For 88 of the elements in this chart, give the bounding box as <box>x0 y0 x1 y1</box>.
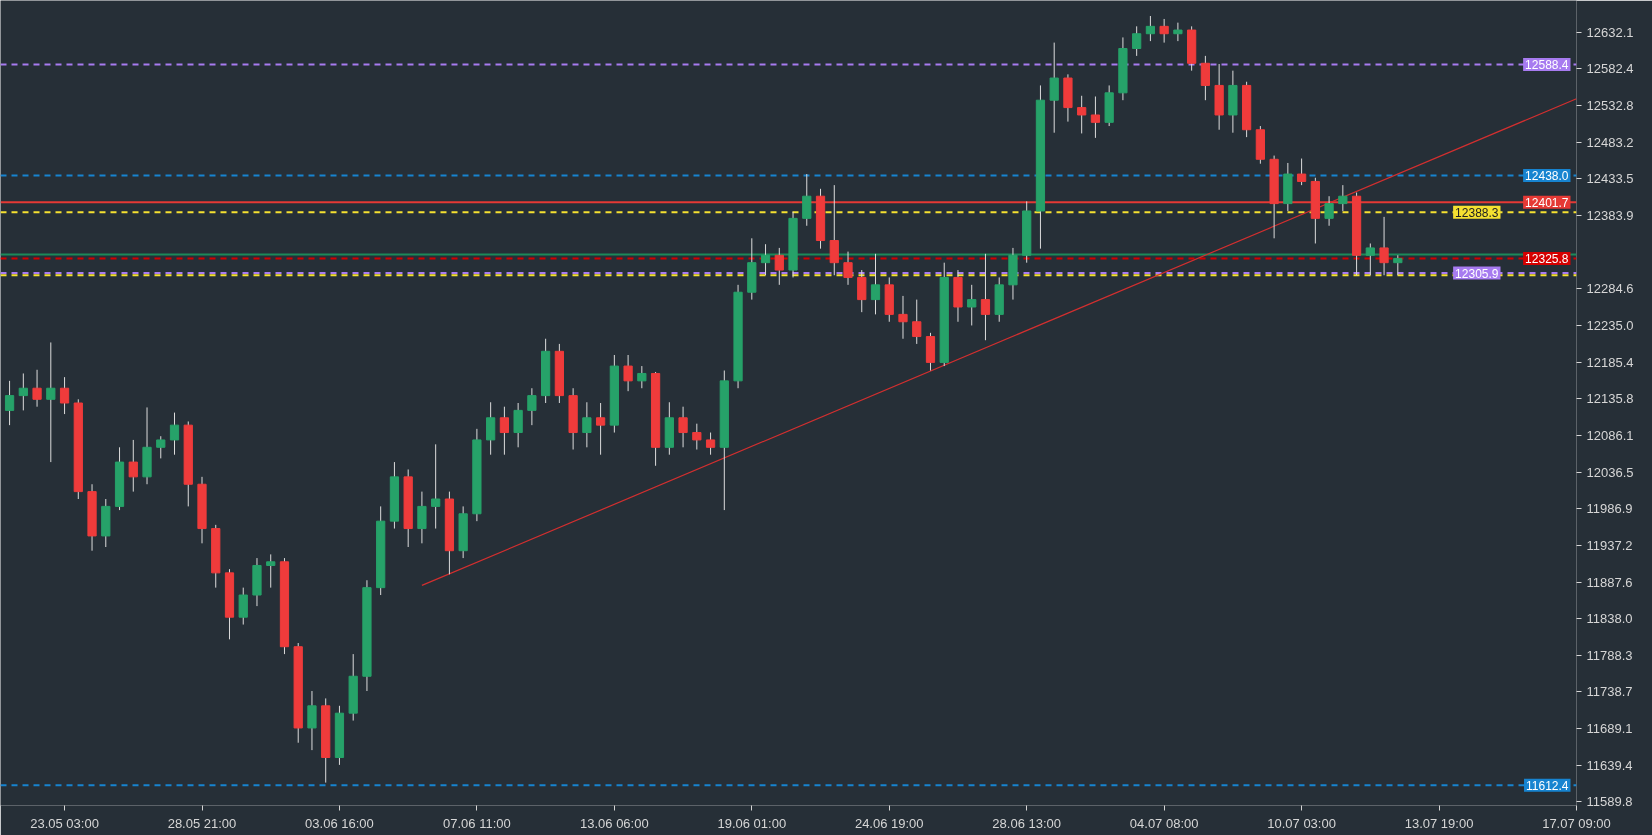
candlestick <box>1049 42 1059 134</box>
x-tick-label: 03.06 16:00 <box>305 815 374 831</box>
x-tick-label: 17.07 09:00 <box>1542 815 1611 831</box>
candlestick <box>760 243 771 276</box>
ref-line-label: 12325.8 <box>1525 251 1569 266</box>
candlestick <box>238 587 248 626</box>
candlestick <box>912 299 922 345</box>
candlestick <box>870 253 881 315</box>
candlestick <box>1145 15 1156 42</box>
candlestick <box>266 553 276 589</box>
candlestick <box>980 253 991 341</box>
candlestick <box>705 432 716 456</box>
candlestick <box>967 284 977 326</box>
candlestick <box>527 387 537 426</box>
candlestick <box>1365 242 1375 276</box>
ref-line-label: 12588.4 <box>1525 57 1569 72</box>
y-tick-label: 11689.1 <box>1586 721 1633 737</box>
ref-line-label: 11612.4 <box>1526 778 1569 793</box>
x-tick-label: 28.05 21:00 <box>167 815 237 831</box>
candlestick <box>46 341 56 463</box>
candlestick <box>32 369 42 408</box>
y-tick-label: 12086.1 <box>1586 427 1634 443</box>
candlestick <box>623 354 633 392</box>
candlestick <box>499 406 510 456</box>
candlestick <box>843 251 853 286</box>
y-tick-label: 12383.9 <box>1586 207 1634 223</box>
candlestick <box>1393 254 1403 276</box>
candlestick <box>307 690 317 751</box>
x-tick-label: 13.06 06:00 <box>580 815 649 831</box>
candlestick <box>513 402 523 448</box>
candlestick <box>4 380 15 426</box>
y-tick-label: 12185.4 <box>1586 354 1634 370</box>
y-tick-label: 11788.3 <box>1586 647 1633 663</box>
candlestick <box>18 372 28 411</box>
candlestick <box>774 247 784 286</box>
candlestick <box>1200 55 1211 101</box>
candlestick <box>637 365 647 389</box>
candlestick <box>417 491 427 544</box>
candlestick <box>1296 158 1307 186</box>
candlestick <box>1159 18 1169 44</box>
y-tick-label: 12235.0 <box>1586 317 1634 333</box>
ref-line-label: 12305.9 <box>1455 266 1499 281</box>
y-tick-label: 12582.4 <box>1586 61 1634 77</box>
y-tick-label: 11738.7 <box>1586 684 1633 700</box>
y-tick-label: 12532.8 <box>1586 98 1634 114</box>
candlestick <box>1090 96 1101 139</box>
x-tick-label: 07.06 11:00 <box>443 815 511 831</box>
y-tick-label: 11838.0 <box>1586 611 1633 627</box>
candlestick <box>857 269 867 313</box>
candlestick <box>169 412 180 456</box>
y-tick-label: 12632.1 <box>1586 24 1634 40</box>
candlestick <box>898 295 908 340</box>
x-tick-label: 04.07 08:00 <box>1129 815 1199 831</box>
x-tick-label: 10.07 03:00 <box>1267 815 1336 831</box>
x-tick-label: 13.07 19:00 <box>1404 815 1474 831</box>
y-tick-label: 12483.2 <box>1586 134 1634 150</box>
ref-line-label: 12388.3 <box>1455 205 1499 220</box>
candlestick <box>1338 184 1348 212</box>
candlestick <box>582 401 592 448</box>
ref-line-label: 12438.0 <box>1525 169 1569 184</box>
candlestick <box>128 439 138 493</box>
y-tick-label: 11589.8 <box>1586 794 1633 810</box>
candlestick <box>431 443 441 530</box>
candlestick <box>59 376 70 415</box>
y-tick-label: 12036.5 <box>1586 464 1634 480</box>
candlestick <box>1379 216 1389 276</box>
candlestick <box>1132 25 1142 57</box>
y-tick-label: 11639.4 <box>1586 757 1633 773</box>
candlestick <box>156 435 166 459</box>
candlestick <box>595 402 606 456</box>
candlestick <box>692 423 702 451</box>
x-tick-label: 28.06 13:00 <box>992 815 1062 831</box>
y-tick-label: 11986.9 <box>1586 501 1633 517</box>
candlestick <box>1324 195 1334 227</box>
y-tick-label: 12135.8 <box>1586 391 1634 407</box>
x-tick-label: 23.05 03:00 <box>30 815 99 831</box>
candlestick <box>802 173 812 227</box>
ref-line-label: 12401.7 <box>1525 195 1569 210</box>
candlestick <box>678 406 688 448</box>
y-tick-label: 12433.5 <box>1586 171 1634 187</box>
y-tick-label: 11887.6 <box>1586 574 1633 590</box>
candlestick <box>1173 22 1183 42</box>
x-tick-label: 19.06 01:00 <box>717 815 787 831</box>
y-tick-label: 12284.6 <box>1586 281 1634 297</box>
candlestick <box>1077 95 1087 134</box>
candlestick <box>486 401 496 456</box>
x-tick-label: 24.06 19:00 <box>854 815 924 831</box>
y-tick-label: 11937.2 <box>1586 537 1633 553</box>
